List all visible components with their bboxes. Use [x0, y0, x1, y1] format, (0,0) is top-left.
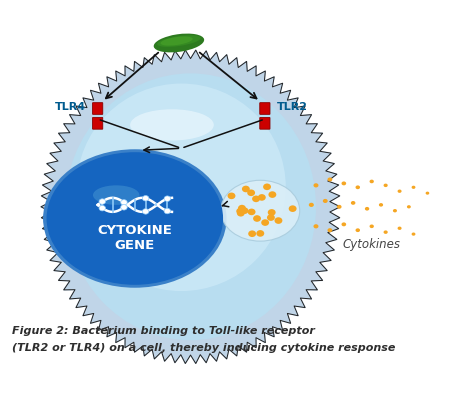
- Circle shape: [99, 205, 106, 211]
- Circle shape: [228, 193, 236, 199]
- Circle shape: [121, 205, 127, 210]
- Circle shape: [268, 191, 276, 198]
- Ellipse shape: [77, 84, 286, 291]
- Ellipse shape: [154, 33, 204, 53]
- Ellipse shape: [130, 109, 214, 140]
- Circle shape: [370, 224, 374, 228]
- FancyBboxPatch shape: [92, 117, 103, 129]
- Circle shape: [237, 210, 245, 217]
- Circle shape: [241, 207, 248, 214]
- Circle shape: [370, 179, 374, 183]
- Circle shape: [252, 195, 260, 202]
- Circle shape: [356, 185, 360, 189]
- Circle shape: [341, 181, 346, 185]
- Circle shape: [383, 183, 388, 187]
- Ellipse shape: [46, 152, 223, 285]
- Circle shape: [313, 183, 319, 187]
- Circle shape: [99, 199, 106, 204]
- Ellipse shape: [161, 37, 192, 45]
- Circle shape: [328, 228, 332, 232]
- Circle shape: [142, 209, 149, 214]
- Circle shape: [263, 183, 271, 190]
- Text: TLR2: TLR2: [276, 102, 308, 112]
- Circle shape: [313, 224, 319, 228]
- Ellipse shape: [157, 35, 201, 47]
- Circle shape: [323, 199, 328, 203]
- Circle shape: [274, 217, 283, 224]
- Circle shape: [365, 207, 369, 211]
- Text: TLR4: TLR4: [55, 102, 86, 112]
- Circle shape: [393, 209, 397, 213]
- Circle shape: [383, 230, 388, 234]
- Circle shape: [164, 196, 171, 201]
- Text: (TLR2 or TLR4) on a cell, thereby inducing cytokine response: (TLR2 or TLR4) on a cell, thereby induci…: [12, 343, 395, 353]
- Circle shape: [238, 205, 246, 211]
- Circle shape: [258, 194, 266, 201]
- Circle shape: [411, 186, 415, 189]
- Circle shape: [236, 208, 244, 215]
- Text: Figure 2: Bacterium binding to Toll-like receptor: Figure 2: Bacterium binding to Toll-like…: [12, 326, 315, 336]
- Circle shape: [289, 205, 297, 212]
- Circle shape: [337, 205, 342, 209]
- Circle shape: [309, 203, 314, 207]
- Ellipse shape: [65, 73, 316, 340]
- FancyBboxPatch shape: [92, 103, 103, 114]
- Circle shape: [247, 209, 255, 215]
- Circle shape: [121, 200, 127, 205]
- Circle shape: [261, 219, 269, 226]
- Circle shape: [248, 230, 256, 237]
- Text: Cytokines: Cytokines: [343, 238, 401, 251]
- Circle shape: [242, 185, 250, 192]
- Circle shape: [256, 230, 264, 237]
- Text: CYTOKINE
GENE: CYTOKINE GENE: [97, 224, 172, 252]
- Circle shape: [351, 201, 356, 205]
- Circle shape: [379, 203, 383, 207]
- Circle shape: [253, 215, 261, 222]
- Circle shape: [407, 205, 411, 209]
- Circle shape: [356, 228, 360, 232]
- Circle shape: [328, 178, 332, 181]
- Circle shape: [142, 195, 149, 201]
- FancyBboxPatch shape: [260, 103, 270, 114]
- Circle shape: [341, 222, 346, 226]
- Circle shape: [164, 208, 171, 214]
- Ellipse shape: [93, 185, 139, 205]
- Ellipse shape: [221, 180, 300, 241]
- Circle shape: [426, 191, 429, 195]
- Circle shape: [398, 189, 401, 193]
- Circle shape: [398, 226, 401, 230]
- FancyBboxPatch shape: [260, 117, 270, 129]
- Circle shape: [247, 189, 255, 196]
- Polygon shape: [41, 50, 340, 363]
- Ellipse shape: [43, 149, 227, 288]
- Circle shape: [268, 209, 276, 216]
- Circle shape: [267, 214, 275, 221]
- Circle shape: [411, 232, 415, 236]
